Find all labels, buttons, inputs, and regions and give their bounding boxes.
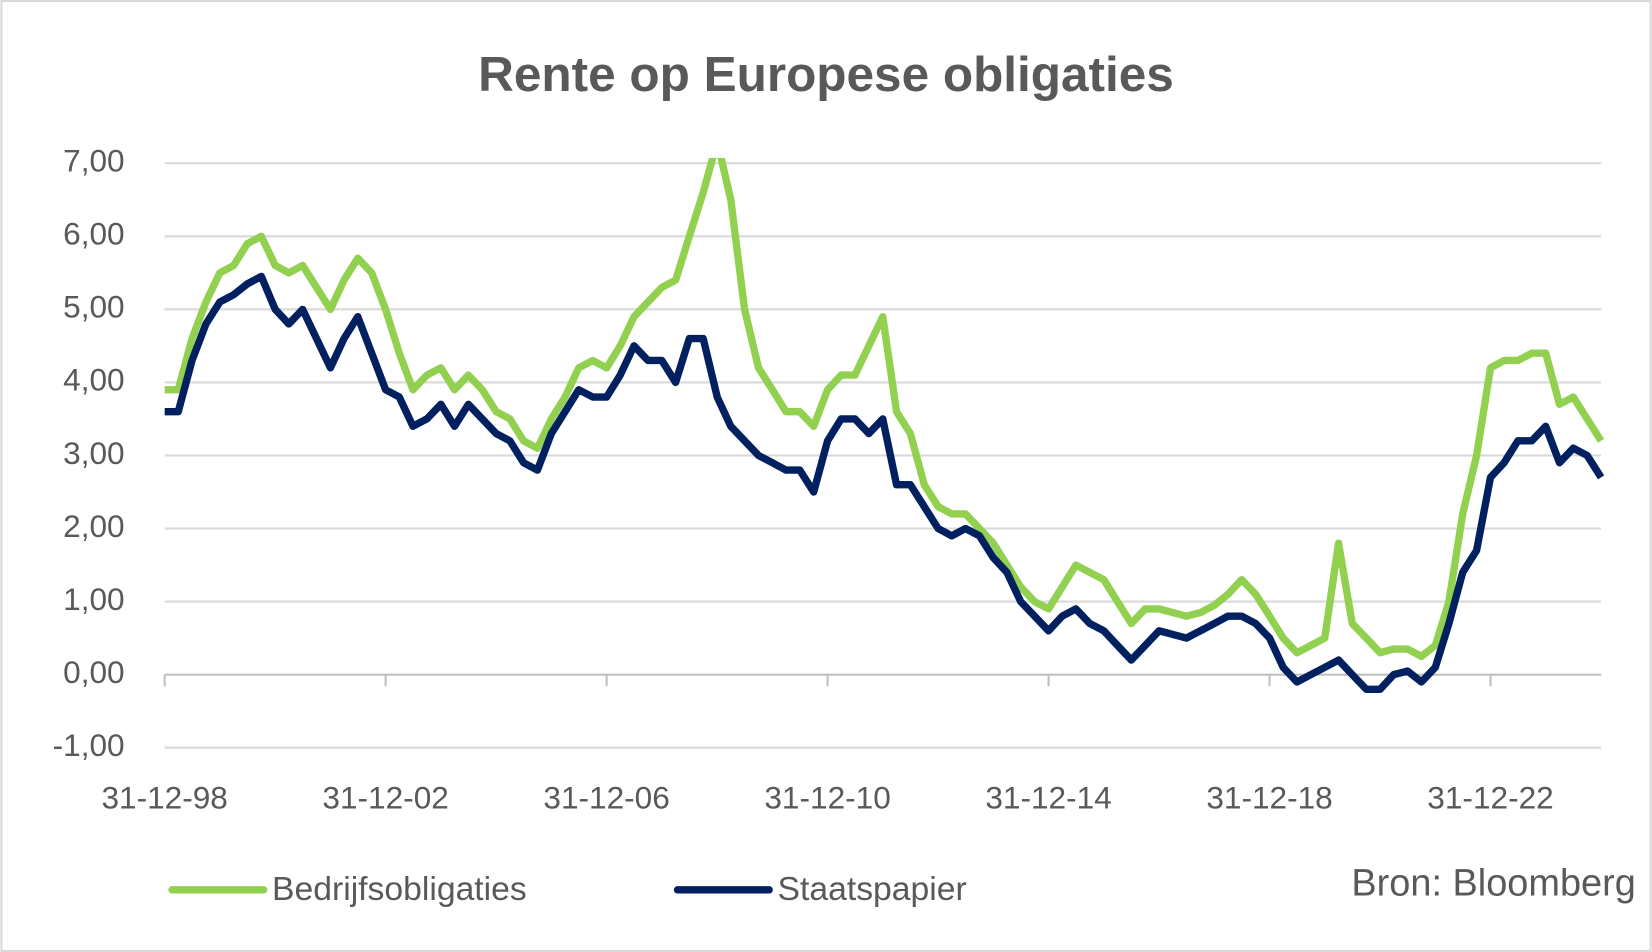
y-tick-label: 3,00 xyxy=(63,435,124,471)
y-tick-label: 2,00 xyxy=(63,508,124,544)
y-tick-label: 0,00 xyxy=(63,654,124,690)
y-tick-label: -1,00 xyxy=(53,727,125,763)
y-tick-label: 4,00 xyxy=(63,362,124,398)
series-line xyxy=(164,157,1605,661)
y-tick-label: 1,00 xyxy=(63,581,124,617)
x-tick-label: 31-12-98 xyxy=(101,780,227,816)
plot-area xyxy=(164,157,1605,693)
x-tick-label: 31-12-18 xyxy=(1206,780,1332,816)
legend-label: Staatspapier xyxy=(778,871,967,908)
chart-title: Rente op Europese obligaties xyxy=(478,47,1174,102)
x-tick-label: 31-12-06 xyxy=(543,780,669,816)
x-tick-label: 31-12-10 xyxy=(764,780,890,816)
y-tick-label: 5,00 xyxy=(63,289,124,325)
grid: -1,00 0,00 1,00 2,00 3,00 4,00 5,00 6,00 7,00 31-… xyxy=(53,143,1602,816)
x-tick-label: 31-12-14 xyxy=(985,780,1111,816)
y-tick-label: 6,00 xyxy=(63,216,124,252)
x-tick-label: 31-12-22 xyxy=(1427,780,1553,816)
source-note: Bron: Bloomberg xyxy=(1351,863,1635,905)
x-tick-label: 31-12-02 xyxy=(322,780,448,816)
legend-label: Bedrijfsobligaties xyxy=(272,871,527,908)
series-line xyxy=(164,272,1605,693)
y-tick-label: 7,00 xyxy=(63,143,124,179)
